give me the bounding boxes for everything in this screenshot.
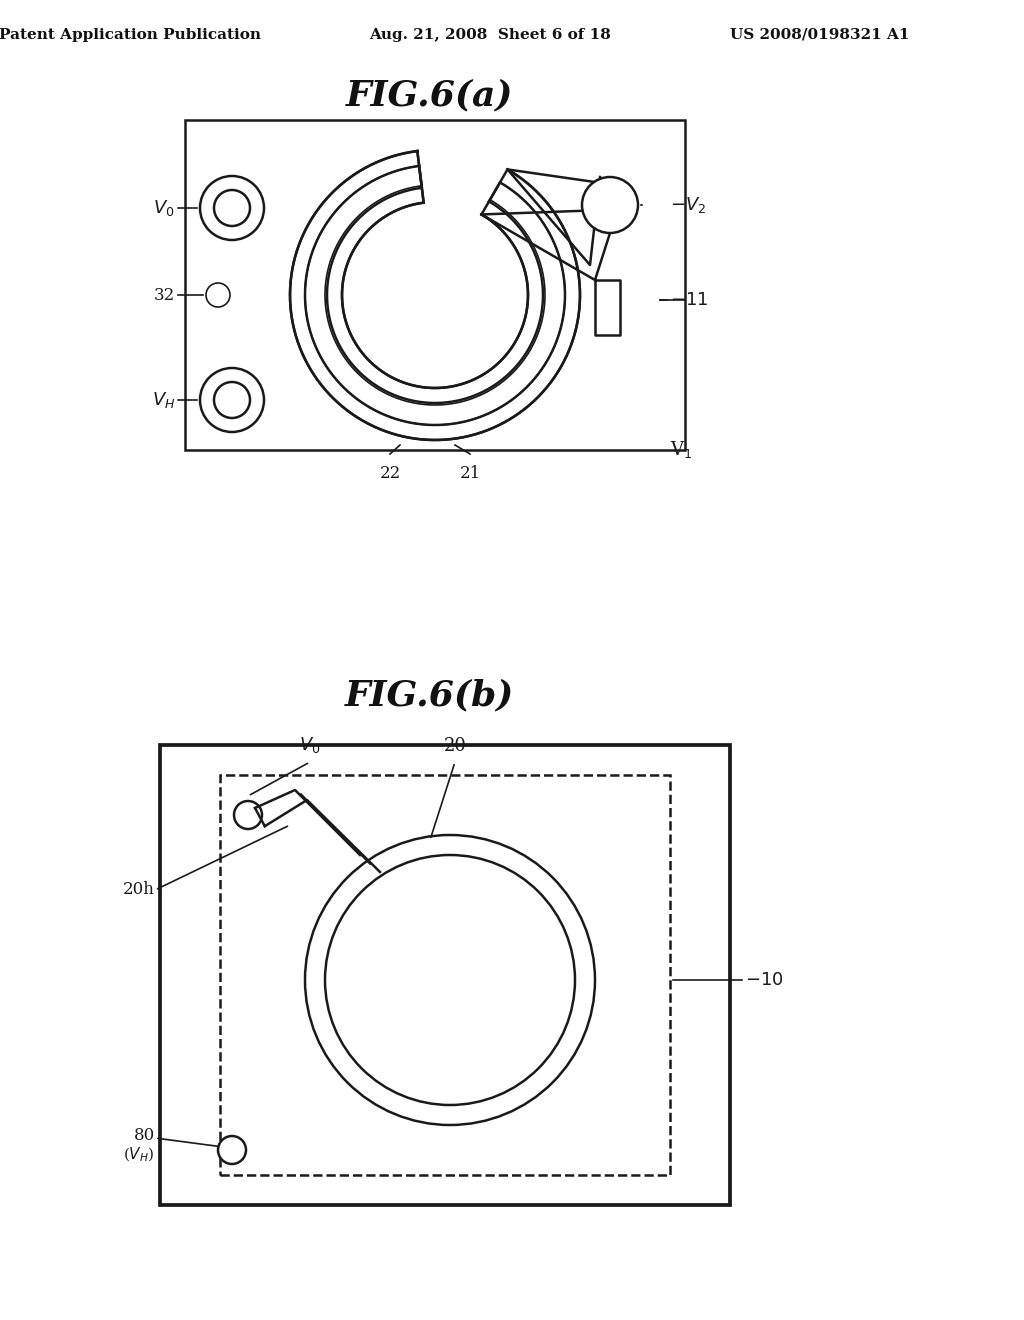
Text: 80: 80 [134,1126,155,1143]
Text: Patent Application Publication: Patent Application Publication [0,28,261,42]
Text: US 2008/0198321 A1: US 2008/0198321 A1 [730,28,909,42]
Text: 21: 21 [460,465,480,482]
Text: 22: 22 [379,465,400,482]
Circle shape [234,801,262,829]
Text: 20h: 20h [123,882,155,899]
Text: FIG.6(a): FIG.6(a) [346,78,514,112]
Bar [220,775,670,1175]
Text: $V_0$: $V_0$ [154,198,175,218]
Circle shape [214,190,250,226]
Text: FIG.6(b): FIG.6(b) [345,678,515,711]
Polygon shape [305,166,565,425]
Text: Aug. 21, 2008  Sheet 6 of 18: Aug. 21, 2008 Sheet 6 of 18 [369,28,611,42]
Circle shape [200,368,264,432]
Text: 20: 20 [443,737,467,755]
Text: $V_0$: $V_0$ [299,735,321,755]
Bar [160,744,730,1205]
Circle shape [582,177,638,234]
Text: 32: 32 [154,286,175,304]
Text: $-10$: $-10$ [745,972,783,989]
Text: V$_1$: V$_1$ [670,440,692,461]
Circle shape [218,1137,246,1164]
Bar [185,120,685,450]
Text: $V_H$: $V_H$ [152,389,175,411]
Circle shape [200,176,264,240]
Polygon shape [595,280,620,335]
Text: ($V_H$): ($V_H$) [123,1146,155,1164]
Circle shape [214,381,250,418]
Text: $-11$: $-11$ [670,290,709,309]
Circle shape [206,282,230,308]
Text: $-V_2$: $-V_2$ [670,195,707,215]
